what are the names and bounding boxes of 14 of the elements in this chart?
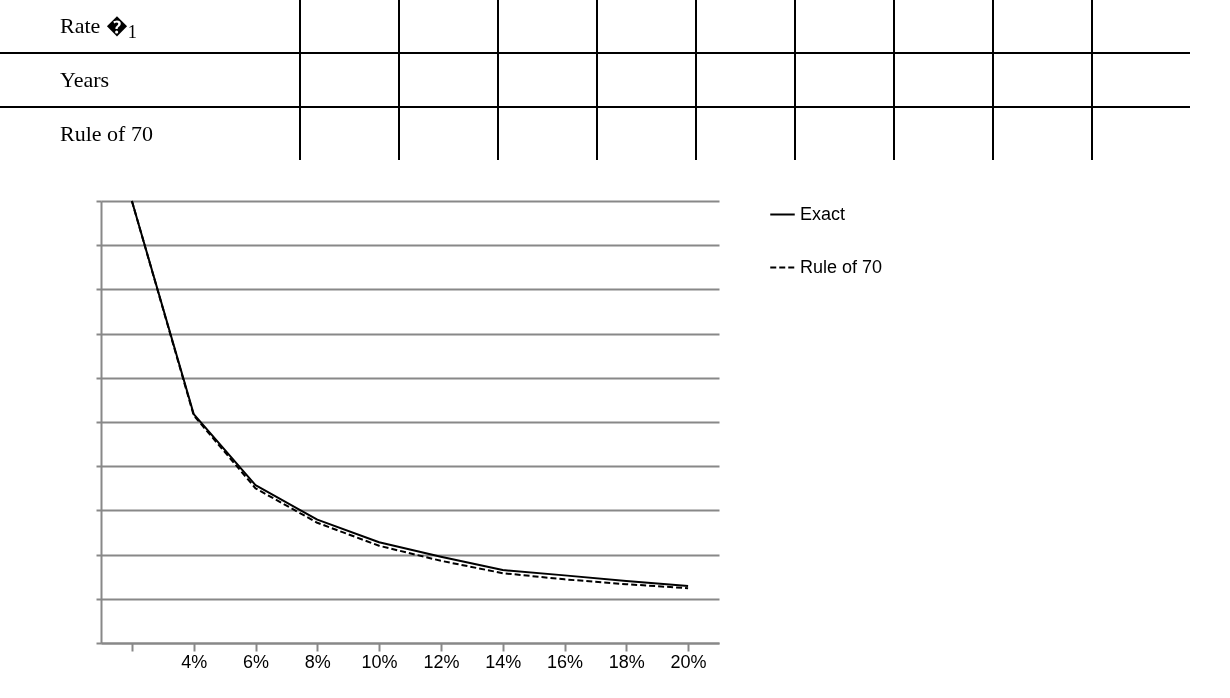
x-tick-label: 8% (304, 651, 331, 672)
x-tick-label: 4% (181, 651, 208, 672)
x-tick-label: 6% (242, 651, 270, 672)
x-tick-label: 14% (485, 651, 522, 672)
x-tick-label: 20% (670, 651, 707, 672)
x-tick-label: 12% (423, 651, 460, 672)
legend-label: Exact (800, 203, 846, 224)
legend-label: Rule of 70 (800, 256, 883, 277)
text: Years (0, 53, 300, 107)
text: Rule of 70 (0, 107, 300, 160)
x-tick-label: 16% (546, 651, 584, 672)
x-tick-label: 10% (361, 651, 398, 672)
x-tick-label: 18% (608, 651, 645, 672)
text: Rate �$_{1}$ (59, 11, 138, 45)
